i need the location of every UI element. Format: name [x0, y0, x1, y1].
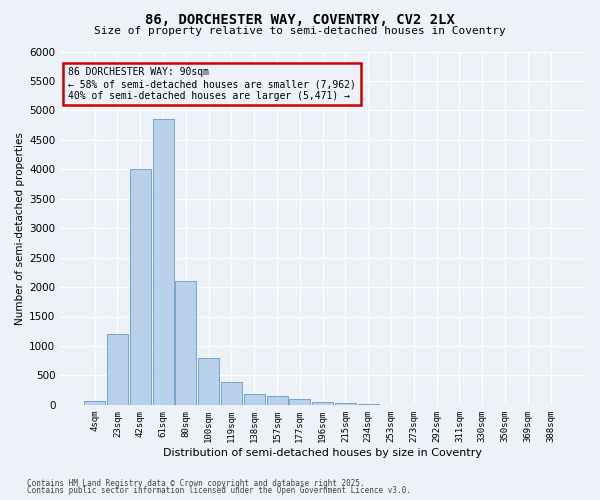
Bar: [244, 394, 265, 405]
Text: 86 DORCHESTER WAY: 90sqm
← 58% of semi-detached houses are smaller (7,962)
40% o: 86 DORCHESTER WAY: 90sqm ← 58% of semi-d…: [68, 68, 356, 100]
Bar: [107, 334, 128, 405]
Bar: [312, 402, 333, 405]
Y-axis label: Number of semi-detached properties: Number of semi-detached properties: [15, 132, 25, 324]
Bar: [358, 404, 379, 405]
Text: Contains HM Land Registry data © Crown copyright and database right 2025.: Contains HM Land Registry data © Crown c…: [27, 478, 365, 488]
Bar: [289, 399, 310, 405]
X-axis label: Distribution of semi-detached houses by size in Coventry: Distribution of semi-detached houses by …: [163, 448, 482, 458]
Bar: [266, 396, 287, 405]
Bar: [152, 119, 173, 405]
Text: Size of property relative to semi-detached houses in Coventry: Size of property relative to semi-detach…: [94, 26, 506, 36]
Bar: [130, 168, 151, 405]
Text: Contains public sector information licensed under the Open Government Licence v3: Contains public sector information licen…: [27, 486, 411, 495]
Bar: [335, 404, 356, 405]
Bar: [175, 281, 196, 405]
Bar: [198, 358, 219, 405]
Bar: [221, 382, 242, 405]
Bar: [84, 401, 105, 405]
Text: 86, DORCHESTER WAY, COVENTRY, CV2 2LX: 86, DORCHESTER WAY, COVENTRY, CV2 2LX: [145, 12, 455, 26]
